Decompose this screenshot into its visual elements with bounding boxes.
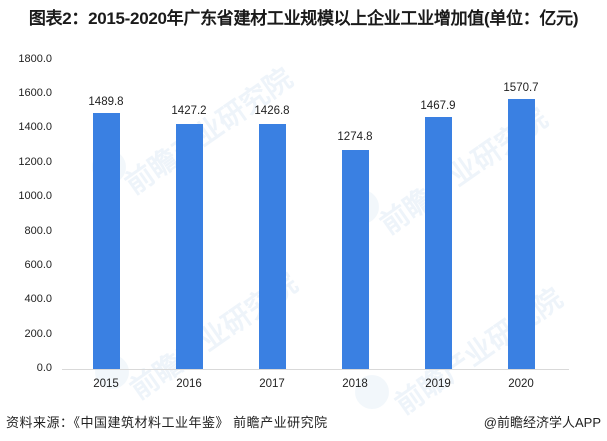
y-tick-label: 200.0 — [24, 328, 52, 340]
bar-2016 — [176, 124, 203, 369]
y-tick-label: 1600.0 — [18, 87, 52, 99]
x-tick-label: 2017 — [259, 378, 285, 390]
bar-2015 — [93, 113, 120, 369]
bar-2019 — [425, 117, 452, 369]
y-tick-label: 0.0 — [36, 362, 52, 374]
bar-value-label: 1274.8 — [337, 131, 373, 143]
y-tick-label: 800.0 — [24, 225, 52, 237]
x-tick-label: 2020 — [508, 378, 534, 390]
y-tick-label: 1200.0 — [18, 156, 52, 168]
bar-2017 — [259, 124, 286, 369]
chart-title: 图表2：2015-2020年广东省建材工业规模以上企业工业增加值(单位：亿元) — [28, 9, 579, 28]
x-tick-label: 2019 — [425, 378, 451, 390]
x-tick-label: 2018 — [342, 378, 368, 390]
x-axis-line — [62, 369, 569, 370]
y-tick-label: 600.0 — [24, 259, 52, 271]
bar-2020 — [508, 99, 535, 369]
bar-value-label: 1426.8 — [254, 105, 290, 117]
y-tick-label: 1000.0 — [18, 190, 52, 202]
bar-value-label: 1489.8 — [88, 96, 124, 108]
bar-value-label: 1467.9 — [420, 100, 456, 112]
x-tick-label: 2016 — [176, 378, 202, 390]
y-tick-label: 1800.0 — [18, 53, 52, 65]
y-tick-label: 1400.0 — [18, 121, 52, 133]
bar-value-label: 1427.2 — [171, 105, 207, 117]
bar-2018 — [342, 150, 369, 369]
brand-credit: @前瞻经济学人APP — [483, 415, 601, 430]
source-note: 资料来源：《中国建筑材料工业年鉴》 前瞻产业研究院 — [6, 415, 328, 430]
bar-value-label: 1570.7 — [503, 82, 539, 94]
watermark: 前瞻产业研究院 — [389, 282, 569, 421]
x-tick-label: 2015 — [93, 378, 119, 390]
y-tick-label: 400.0 — [24, 293, 52, 305]
